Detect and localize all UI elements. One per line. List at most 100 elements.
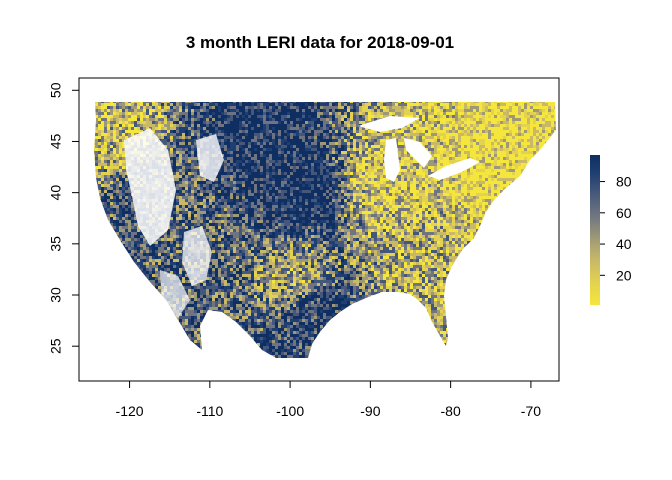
raster-cell <box>404 166 407 169</box>
raster-cell <box>452 133 455 136</box>
raster-cell <box>497 103 500 106</box>
raster-cell <box>215 190 218 193</box>
raster-cell <box>185 169 188 172</box>
raster-cell <box>431 151 434 154</box>
raster-cell <box>416 133 419 136</box>
raster-cell <box>500 118 503 121</box>
raster-cell <box>233 169 236 172</box>
raster-cell <box>125 193 128 196</box>
raster-cell <box>371 154 374 157</box>
raster-cell <box>230 145 233 148</box>
raster-cell <box>494 142 497 145</box>
raster-cell <box>539 139 542 142</box>
raster-cell <box>248 127 251 130</box>
raster-cell <box>485 181 488 184</box>
raster-cell <box>347 163 350 166</box>
raster-cell <box>185 136 188 139</box>
raster-cell <box>113 102 116 103</box>
raster-cell <box>488 148 491 151</box>
raster-cell <box>365 133 368 136</box>
raster-cell <box>329 142 332 145</box>
raster-cell <box>551 184 554 187</box>
raster-cell <box>230 148 233 151</box>
raster-cell <box>182 154 185 157</box>
raster-cell <box>188 181 191 184</box>
raster-cell <box>488 124 491 127</box>
raster-cell <box>323 124 326 127</box>
raster-cell <box>218 175 221 178</box>
raster-cell <box>410 112 413 115</box>
raster-cell <box>320 148 323 151</box>
raster-cell <box>155 106 158 109</box>
raster-cell <box>380 142 383 145</box>
raster-cell <box>554 157 556 160</box>
raster-cell <box>527 151 530 154</box>
raster-cell <box>509 157 512 160</box>
raster-cell <box>437 181 440 184</box>
raster-cell <box>356 130 359 133</box>
raster-cell <box>266 160 269 163</box>
raster-cell <box>221 145 224 148</box>
raster-cell <box>284 142 287 145</box>
raster-cell <box>344 102 347 103</box>
raster-cell <box>404 115 407 118</box>
raster-cell <box>254 106 257 109</box>
raster-cell <box>251 184 254 187</box>
raster-cell <box>173 178 176 181</box>
raster-cell <box>431 115 434 118</box>
raster-cell <box>494 118 497 121</box>
raster-cell <box>440 190 443 193</box>
raster-cell <box>347 115 350 118</box>
raster-cell <box>167 106 170 109</box>
raster-cell <box>377 184 380 187</box>
raster-cell <box>329 166 332 169</box>
raster-cell <box>305 163 308 166</box>
raster-cell <box>374 175 377 178</box>
raster-cell <box>236 160 239 163</box>
raster-cell <box>176 102 179 103</box>
raster-cell <box>203 184 206 187</box>
raster-cell <box>128 133 131 136</box>
raster-cell <box>545 133 548 136</box>
raster-cell <box>200 130 203 133</box>
raster-cell <box>506 172 509 175</box>
raster-cell <box>308 172 311 175</box>
raster-cell <box>551 166 554 169</box>
raster-cell <box>326 193 329 196</box>
raster-cell <box>503 145 506 148</box>
raster-cell <box>368 115 371 118</box>
raster-cell <box>449 130 452 133</box>
raster-cell <box>200 190 203 193</box>
raster-cell <box>434 139 437 142</box>
raster-cell <box>194 148 197 151</box>
raster-cell <box>317 172 320 175</box>
raster-cell <box>497 112 500 115</box>
raster-cell <box>335 124 338 127</box>
raster-cell <box>146 121 149 124</box>
raster-cell <box>464 124 467 127</box>
raster-cell <box>497 154 500 157</box>
raster-cell <box>260 160 263 163</box>
raster-cell <box>269 187 272 190</box>
raster-cell <box>221 175 224 178</box>
raster-cell <box>305 157 308 160</box>
raster-cell <box>326 190 329 193</box>
raster-cell <box>224 115 227 118</box>
raster-cell <box>413 172 416 175</box>
raster-cell <box>509 127 512 130</box>
raster-cell <box>353 127 356 130</box>
raster-cell <box>512 184 515 187</box>
raster-cell <box>533 157 536 160</box>
raster-cell <box>290 124 293 127</box>
raster-cell <box>539 106 542 109</box>
raster-cell <box>293 163 296 166</box>
raster-cell <box>185 106 188 109</box>
raster-cell <box>131 109 134 112</box>
raster-cell <box>299 118 302 121</box>
raster-cell <box>104 187 107 190</box>
raster-cell <box>179 118 182 121</box>
raster-cell <box>548 157 551 160</box>
raster-cell <box>422 184 425 187</box>
raster-cell <box>476 121 479 124</box>
raster-cell <box>179 160 182 163</box>
